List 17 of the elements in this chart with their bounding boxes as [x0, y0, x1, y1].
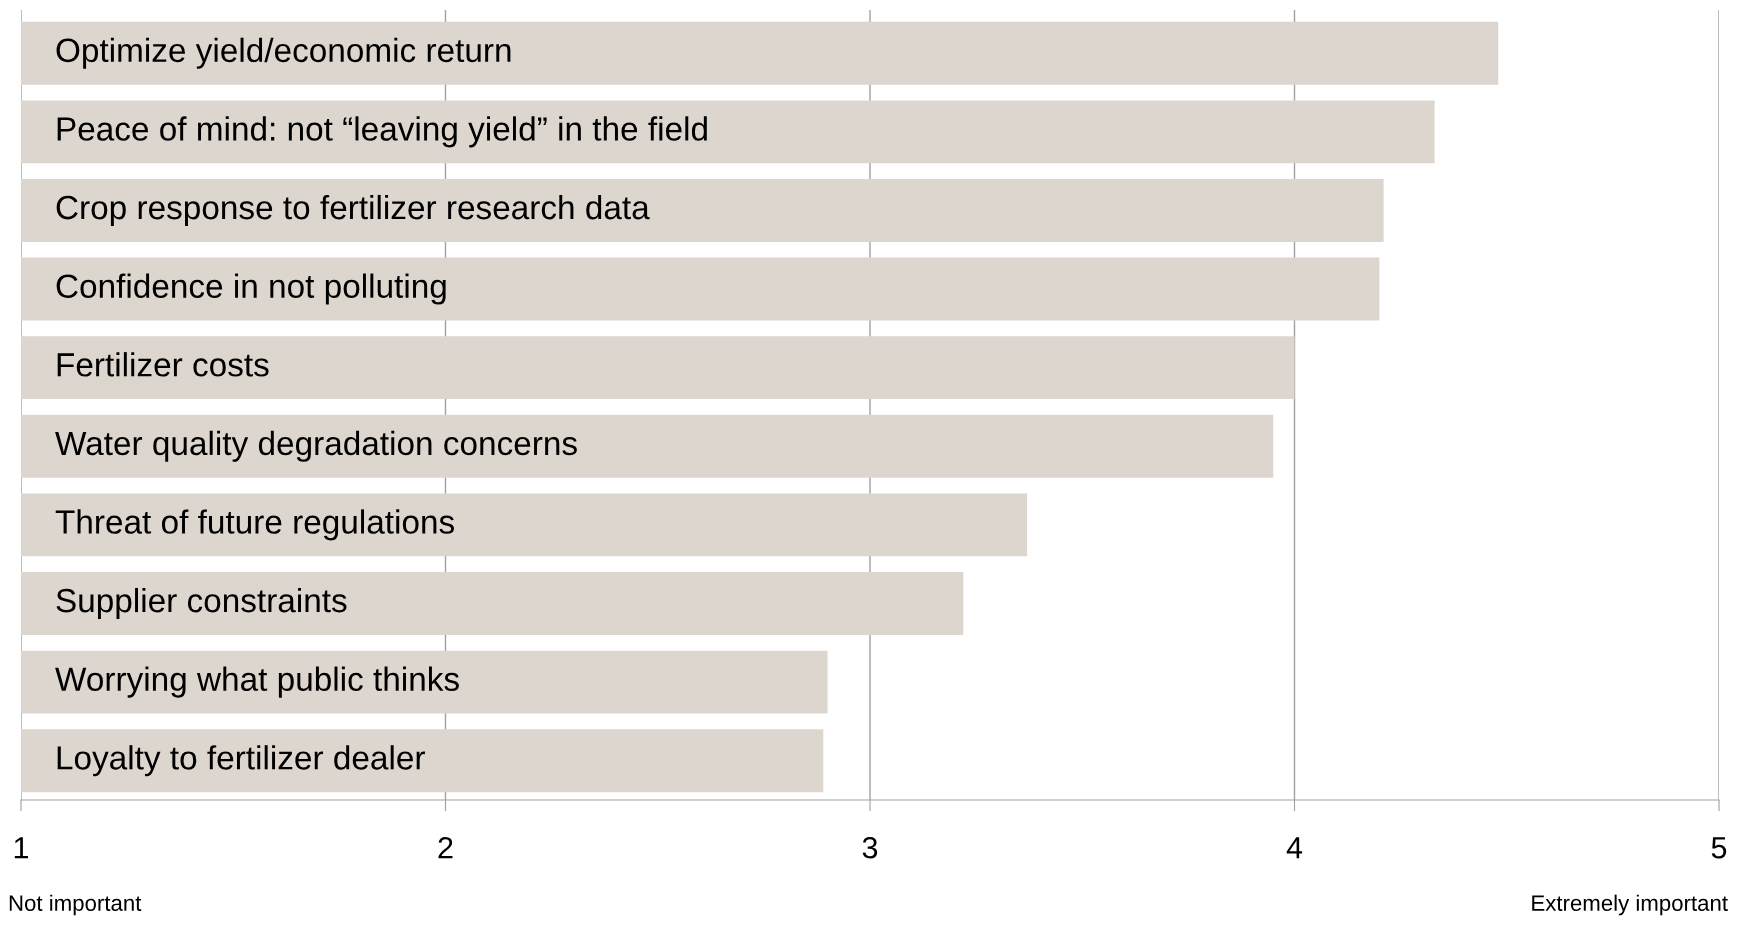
y-tick-label: Confidence in not polluting	[56, 273, 446, 305]
y-tick-label: Worrying what public thinks	[55, 666, 459, 698]
y-tick-label: Fertilizer costs	[57, 352, 269, 377]
y-tick-label: Threat of future regulations	[55, 509, 454, 541]
y-tick-label: Water quality degradation concerns	[55, 430, 577, 462]
y-tick-label: Peace of mind: not “leaving yield” in the field	[57, 116, 707, 148]
y-tick-label: Loyalty to fertilizer dealer	[57, 745, 425, 777]
x-tick-label: 1	[14, 837, 29, 859]
x-tick-label: 5	[1711, 837, 1727, 859]
x-tick-label: 4	[1286, 837, 1303, 859]
y-tick-label: Crop response to fertilizer research data	[56, 194, 650, 226]
x-tick-label: 2	[438, 836, 453, 859]
x-tick-label: 3	[862, 836, 878, 859]
y-tick-label: Supplier constraints	[56, 587, 347, 620]
text: Extremely important	[1532, 894, 1728, 916]
y-tick-label: Optimize yield/economic return	[56, 37, 511, 69]
text: Not important	[9, 894, 142, 916]
